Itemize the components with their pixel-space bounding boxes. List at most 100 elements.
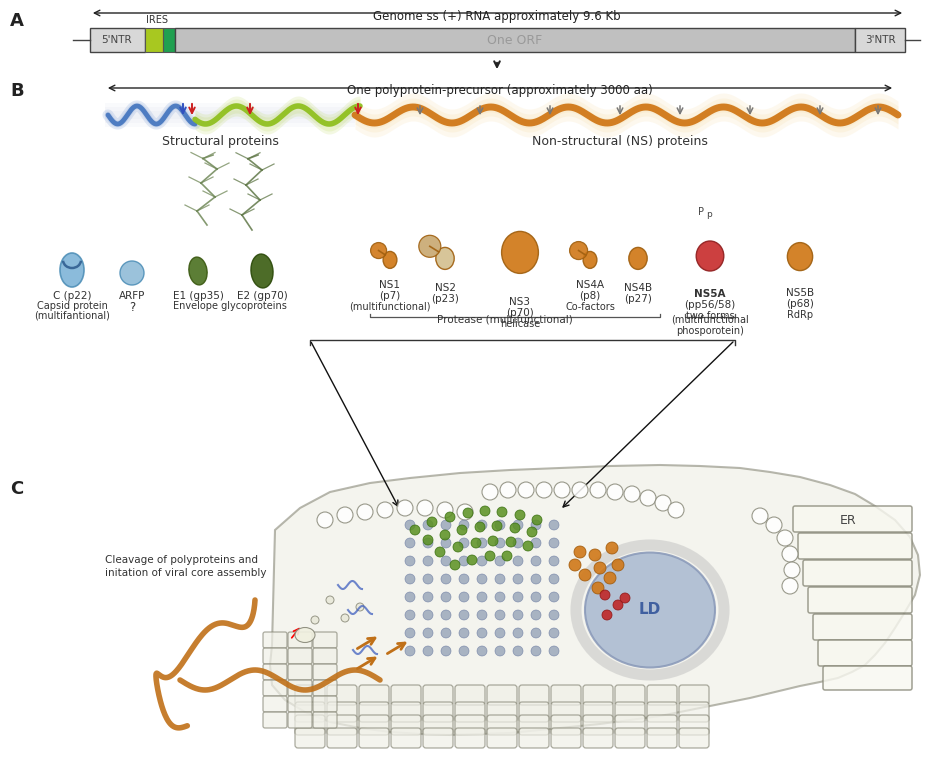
Circle shape xyxy=(513,610,523,620)
Circle shape xyxy=(477,646,487,656)
Text: initation of viral core assembly: initation of viral core assembly xyxy=(105,568,267,578)
Circle shape xyxy=(784,562,800,578)
Circle shape xyxy=(405,574,415,584)
FancyBboxPatch shape xyxy=(647,728,677,748)
FancyBboxPatch shape xyxy=(855,28,905,52)
FancyBboxPatch shape xyxy=(808,587,912,613)
FancyBboxPatch shape xyxy=(288,680,312,696)
Text: NS4B: NS4B xyxy=(624,284,652,294)
Text: (p68): (p68) xyxy=(787,298,814,308)
FancyBboxPatch shape xyxy=(455,715,485,735)
FancyBboxPatch shape xyxy=(295,728,325,748)
FancyBboxPatch shape xyxy=(313,664,337,680)
Text: two forms: two forms xyxy=(686,311,734,321)
Circle shape xyxy=(549,520,559,530)
Circle shape xyxy=(405,538,415,548)
Circle shape xyxy=(594,562,606,574)
FancyBboxPatch shape xyxy=(551,715,581,735)
FancyBboxPatch shape xyxy=(288,648,312,664)
Ellipse shape xyxy=(585,553,715,667)
FancyBboxPatch shape xyxy=(295,702,325,722)
Circle shape xyxy=(437,502,453,518)
FancyBboxPatch shape xyxy=(391,728,421,748)
Text: (multifunctional): (multifunctional) xyxy=(349,302,431,312)
FancyBboxPatch shape xyxy=(327,702,357,722)
Circle shape xyxy=(485,551,495,561)
Circle shape xyxy=(459,610,469,620)
Ellipse shape xyxy=(696,241,724,271)
FancyBboxPatch shape xyxy=(359,702,389,722)
Text: C (p22): C (p22) xyxy=(53,291,91,301)
Circle shape xyxy=(513,646,523,656)
Circle shape xyxy=(549,628,559,638)
FancyBboxPatch shape xyxy=(551,728,581,748)
Circle shape xyxy=(435,547,445,557)
Text: (p27): (p27) xyxy=(624,294,652,305)
Circle shape xyxy=(441,610,451,620)
Circle shape xyxy=(337,507,353,523)
Text: (p70): (p70) xyxy=(506,308,534,319)
FancyBboxPatch shape xyxy=(519,728,549,748)
FancyBboxPatch shape xyxy=(551,685,581,705)
Circle shape xyxy=(510,523,520,533)
Circle shape xyxy=(531,628,541,638)
Circle shape xyxy=(317,512,333,528)
FancyBboxPatch shape xyxy=(679,702,709,722)
Circle shape xyxy=(752,508,768,524)
Circle shape xyxy=(459,628,469,638)
Circle shape xyxy=(459,520,469,530)
Circle shape xyxy=(554,482,570,498)
FancyBboxPatch shape xyxy=(519,702,549,722)
FancyBboxPatch shape xyxy=(519,685,549,705)
Text: 5'NTR: 5'NTR xyxy=(102,35,132,45)
Circle shape xyxy=(357,504,373,520)
FancyBboxPatch shape xyxy=(813,614,912,640)
Circle shape xyxy=(423,592,433,602)
Circle shape xyxy=(536,482,552,498)
Circle shape xyxy=(445,512,455,522)
Text: (p8): (p8) xyxy=(579,291,601,301)
Circle shape xyxy=(602,610,612,620)
Circle shape xyxy=(592,582,604,594)
Circle shape xyxy=(423,556,433,566)
FancyBboxPatch shape xyxy=(175,28,855,52)
Circle shape xyxy=(397,500,413,516)
FancyBboxPatch shape xyxy=(823,666,912,690)
Circle shape xyxy=(495,628,505,638)
FancyBboxPatch shape xyxy=(487,685,517,705)
FancyBboxPatch shape xyxy=(679,728,709,748)
Circle shape xyxy=(515,510,525,520)
FancyBboxPatch shape xyxy=(263,712,287,728)
Text: One ORF: One ORF xyxy=(487,33,543,46)
Text: NS3: NS3 xyxy=(509,298,531,308)
Circle shape xyxy=(341,614,349,622)
FancyBboxPatch shape xyxy=(487,715,517,735)
Text: NS5A: NS5A xyxy=(694,289,726,299)
Circle shape xyxy=(482,484,498,500)
FancyBboxPatch shape xyxy=(583,715,613,735)
Circle shape xyxy=(579,569,591,581)
Circle shape xyxy=(495,592,505,602)
Circle shape xyxy=(549,610,559,620)
FancyBboxPatch shape xyxy=(359,728,389,748)
FancyBboxPatch shape xyxy=(359,715,389,735)
Circle shape xyxy=(531,520,541,530)
Text: Capsid protein: Capsid protein xyxy=(36,301,107,311)
Circle shape xyxy=(427,517,437,527)
Circle shape xyxy=(606,542,618,554)
Text: (multifantional): (multifantional) xyxy=(35,311,110,321)
Circle shape xyxy=(477,628,487,638)
Circle shape xyxy=(457,504,473,520)
Circle shape xyxy=(613,600,623,610)
FancyBboxPatch shape xyxy=(295,715,325,735)
Ellipse shape xyxy=(60,253,84,287)
Text: helicase: helicase xyxy=(500,319,540,329)
Circle shape xyxy=(495,556,505,566)
FancyBboxPatch shape xyxy=(391,685,421,705)
Circle shape xyxy=(549,646,559,656)
Circle shape xyxy=(513,628,523,638)
Circle shape xyxy=(531,592,541,602)
Circle shape xyxy=(549,592,559,602)
Circle shape xyxy=(423,574,433,584)
Circle shape xyxy=(572,482,588,498)
